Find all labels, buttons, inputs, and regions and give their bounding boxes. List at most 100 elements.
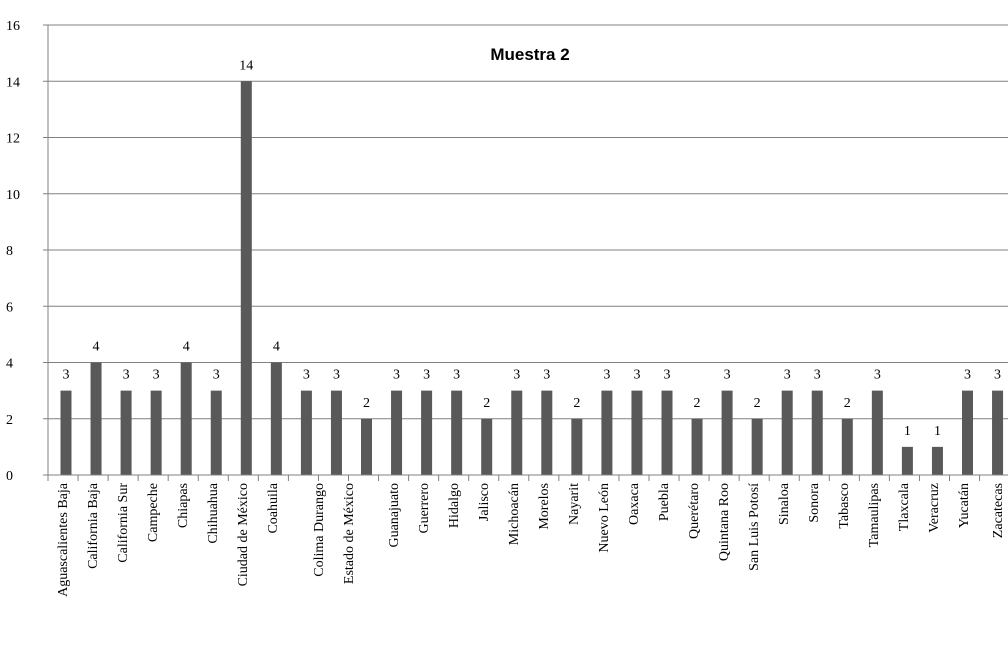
bar bbox=[571, 418, 583, 475]
category-label: Sonora bbox=[807, 482, 822, 522]
data-label: 3 bbox=[303, 368, 310, 383]
bar bbox=[391, 390, 403, 475]
category-label: Campeche bbox=[146, 483, 161, 542]
data-label: 3 bbox=[153, 368, 160, 383]
bar bbox=[451, 390, 463, 475]
y-tick-label: 14 bbox=[6, 75, 20, 90]
category-label: Zacatecas bbox=[991, 483, 1006, 538]
category-label: California Baja bbox=[86, 482, 101, 569]
y-tick-label: 12 bbox=[6, 132, 20, 147]
data-label: 1 bbox=[934, 424, 941, 439]
data-label: 3 bbox=[213, 368, 220, 383]
bar bbox=[300, 390, 312, 475]
data-label: 3 bbox=[333, 368, 340, 383]
data-label: 3 bbox=[633, 368, 640, 383]
category-label: Tamaulipas bbox=[867, 483, 882, 547]
category-label: California Sur bbox=[116, 483, 131, 563]
bar bbox=[811, 390, 823, 475]
data-label: 3 bbox=[393, 368, 400, 383]
category-labels: Aguascalientes Baja California Baja Califo… bbox=[56, 482, 1006, 597]
data-label: 3 bbox=[784, 368, 791, 383]
data-label: 3 bbox=[63, 368, 70, 383]
bar bbox=[361, 418, 372, 475]
bar bbox=[601, 390, 613, 475]
category-label: Nayarit bbox=[567, 483, 582, 525]
data-labels: 3 4 3 3 4 3 14 4 3 3 2 3 3 3 2 3 3 2 3 3 3 2 3 2 3 3 2 3 1 1 3 3 bbox=[63, 58, 1002, 439]
x-axis-ticks bbox=[47, 475, 981, 481]
category-label: Chihuahua bbox=[206, 482, 221, 543]
data-label: 2 bbox=[754, 396, 761, 411]
data-label: 3 bbox=[724, 368, 731, 383]
data-label: 3 bbox=[453, 368, 460, 383]
data-label: 2 bbox=[573, 396, 580, 411]
data-label: 3 bbox=[513, 368, 520, 383]
data-label: 4 bbox=[93, 340, 100, 355]
bar bbox=[150, 390, 162, 475]
category-label: Morelos bbox=[537, 483, 552, 530]
category-label: Colima Durango bbox=[312, 483, 327, 577]
bar bbox=[992, 390, 1004, 475]
data-label: 14 bbox=[239, 58, 253, 73]
gridlines bbox=[48, 24, 1008, 420]
data-label: 3 bbox=[423, 368, 430, 383]
category-label: Estado de México bbox=[342, 483, 357, 584]
y-tick-label: 10 bbox=[6, 188, 20, 203]
category-label: Quintana Roo bbox=[717, 483, 732, 561]
bar bbox=[511, 390, 523, 475]
y-tick-label: 4 bbox=[6, 357, 13, 372]
bar bbox=[481, 418, 493, 475]
data-label: 2 bbox=[483, 396, 490, 411]
category-label: Guanajuato bbox=[387, 483, 402, 548]
category-label: Hidalgo bbox=[447, 483, 462, 528]
bar bbox=[541, 390, 553, 475]
category-label: Michoacán bbox=[507, 483, 522, 545]
bar bbox=[270, 362, 282, 475]
bar bbox=[330, 390, 342, 475]
bar bbox=[120, 390, 132, 475]
data-label: 3 bbox=[123, 368, 130, 383]
bar bbox=[871, 390, 883, 475]
category-label: Jalisco bbox=[477, 483, 492, 521]
category-label: Puebla bbox=[657, 482, 672, 521]
bar bbox=[631, 390, 643, 475]
category-label: Yucatán bbox=[957, 483, 972, 528]
bar bbox=[240, 81, 252, 475]
data-label: 3 bbox=[543, 368, 550, 383]
bar bbox=[962, 390, 973, 475]
category-label: Veracruz bbox=[927, 483, 942, 533]
data-label: 4 bbox=[183, 340, 190, 355]
data-label: 3 bbox=[664, 368, 671, 383]
data-label: 3 bbox=[603, 368, 610, 383]
category-label: Querétaro bbox=[687, 483, 702, 539]
category-label: Coahuila bbox=[266, 482, 281, 533]
bar bbox=[421, 390, 433, 475]
bar bbox=[841, 418, 853, 475]
bar bbox=[781, 390, 793, 475]
bar bbox=[691, 418, 703, 475]
category-label: Nuevo León bbox=[597, 483, 612, 553]
data-label: 2 bbox=[694, 396, 701, 411]
category-label: Oaxaca bbox=[627, 482, 642, 525]
bars bbox=[60, 81, 1004, 475]
category-label: Guerrero bbox=[417, 483, 432, 534]
bar bbox=[751, 418, 763, 475]
bar bbox=[90, 362, 102, 475]
y-tick-label: 6 bbox=[6, 300, 13, 315]
data-label: 2 bbox=[363, 396, 370, 411]
bar bbox=[931, 446, 943, 475]
y-tick-label: 2 bbox=[6, 413, 13, 428]
bar bbox=[60, 390, 72, 475]
category-label: Aguascalientes Baja bbox=[56, 482, 71, 597]
category-label: San Luis Potosí bbox=[747, 483, 762, 571]
category-label: Ciudad de México bbox=[236, 483, 251, 586]
bar bbox=[180, 362, 192, 475]
data-label: 3 bbox=[964, 368, 971, 383]
y-axis-ticks: 0 2 4 6 8 10 12 14 16 bbox=[6, 19, 48, 484]
data-label: 3 bbox=[814, 368, 821, 383]
y-tick-label: 0 bbox=[6, 469, 13, 484]
category-label: Tabasco bbox=[837, 483, 852, 529]
data-label: 2 bbox=[844, 396, 851, 411]
chart-title: Muestra 2 bbox=[490, 45, 569, 64]
y-tick-label: 8 bbox=[6, 244, 13, 259]
bar bbox=[210, 390, 222, 475]
